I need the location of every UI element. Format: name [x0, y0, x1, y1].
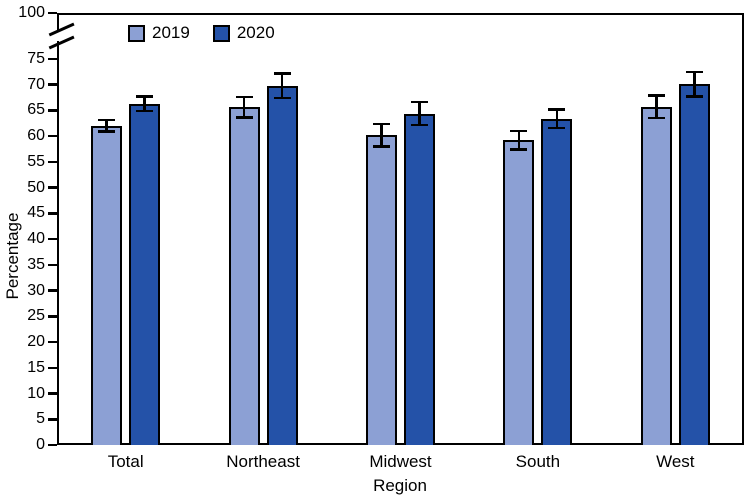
- bar-2019-total: [91, 125, 123, 445]
- error-bar-cap-top-2020-northeast: [273, 72, 291, 75]
- bar-2020-south: [541, 118, 573, 445]
- error-bar-cap-top-2020-south: [548, 108, 566, 111]
- y-axis-tick-65: [48, 109, 57, 112]
- legend-label-2020: 2020: [236, 23, 275, 42]
- error-bar-cap-bottom-2019-west: [647, 116, 665, 120]
- bar-2019-midwest: [366, 135, 397, 445]
- x-category-label-west: West: [656, 452, 695, 471]
- y-axis-tick-45: [48, 212, 57, 215]
- y-axis-tick-label-40: 40: [27, 230, 45, 248]
- x-category-label-south: South: [515, 452, 561, 471]
- error-bar-2019-midwest: [380, 123, 383, 147]
- error-bar-cap-bottom-2020-northeast: [273, 96, 291, 100]
- error-bar-2020-west: [693, 71, 696, 97]
- bar-2019-northeast: [228, 107, 260, 445]
- error-bar-2020-total: [143, 96, 146, 111]
- legend-item-2019: 2019: [128, 24, 190, 42]
- y-axis-tick-75: [48, 57, 57, 61]
- error-bar-cap-top-2019-west: [647, 94, 665, 97]
- y-axis-tick-label-0: 0: [36, 436, 45, 453]
- bar-2019-west: [640, 106, 672, 445]
- y-axis-tick-50: [48, 186, 57, 189]
- error-bar-cap-bottom-2019-south: [510, 148, 528, 151]
- y-axis-tick-label-70: 70: [27, 75, 45, 93]
- error-bar-cap-top-2019-total: [98, 118, 116, 122]
- error-bar-cap-bottom-2020-west: [685, 95, 703, 98]
- y-axis-tick-label-75: 75: [27, 50, 45, 67]
- error-bar-cap-bottom-2020-midwest: [411, 123, 428, 127]
- y-axis-tick-label-25: 25: [27, 307, 45, 325]
- error-bar-cap-top-2019-midwest: [373, 122, 390, 126]
- legend-swatch-2019: [128, 24, 145, 42]
- y-axis-tick-25: [48, 315, 57, 318]
- error-bar-2019-northeast: [242, 97, 246, 118]
- y-axis-tick-55: [48, 160, 57, 164]
- y-axis-tick-label-60: 60: [27, 127, 45, 145]
- y-axis-tick-label-45: 45: [27, 204, 45, 222]
- error-bar-cap-top-2020-total: [136, 95, 154, 98]
- error-bar-cap-top-2019-northeast: [235, 95, 253, 99]
- axis-break-gap: [53, 31, 63, 41]
- error-bar-cap-bottom-2020-south: [548, 126, 566, 130]
- y-axis-tick-label-35: 35: [27, 255, 45, 273]
- bar-2020-midwest: [404, 113, 435, 445]
- error-bar-cap-top-2020-midwest: [411, 100, 428, 104]
- error-bar-2020-midwest: [418, 102, 421, 125]
- y-axis-tick-0: [48, 443, 57, 447]
- error-bar-2019-west: [655, 95, 658, 119]
- bar-2019-south: [503, 140, 535, 445]
- error-bar-cap-top-2020-west: [685, 70, 703, 74]
- y-axis-tick-20: [48, 340, 57, 344]
- error-bar-cap-bottom-2019-total: [98, 130, 116, 133]
- legend: 2019 2020: [128, 24, 275, 42]
- error-bar-cap-top-2019-south: [510, 129, 528, 133]
- error-bar-cap-bottom-2019-northeast: [235, 116, 253, 119]
- y-axis-tick-label-50: 50: [27, 178, 45, 196]
- error-bar-cap-bottom-2019-midwest: [373, 145, 390, 148]
- error-bar-2020-northeast: [280, 73, 284, 99]
- y-axis-tick-label-65: 65: [27, 101, 45, 119]
- legend-item-2020: 2020: [212, 23, 275, 42]
- y-axis-tick-10: [48, 392, 57, 395]
- x-axis-title: Region: [373, 476, 427, 495]
- legend-swatch-2020: [212, 24, 230, 42]
- y-axis-tick-label-15: 15: [27, 358, 45, 376]
- error-bar-2019-south: [517, 131, 521, 150]
- y-axis-tick-60: [48, 134, 57, 138]
- y-axis-tick-label-30: 30: [27, 281, 45, 299]
- y-axis-tick-40: [48, 237, 57, 241]
- bar-2020-northeast: [266, 85, 298, 445]
- x-category-label-total: Total: [107, 452, 144, 471]
- bar-2020-west: [678, 84, 710, 445]
- y-axis-tick-70: [48, 83, 57, 86]
- error-bar-2020-south: [555, 109, 559, 128]
- y-axis-tick-35: [48, 263, 57, 267]
- x-category-label-northeast: Northeast: [226, 452, 300, 471]
- legend-label-2019: 2019: [152, 23, 190, 42]
- y-axis-tick-label-100: 100: [18, 4, 45, 21]
- x-category-label-midwest: Midwest: [369, 452, 432, 471]
- y-axis-tick-label-20: 20: [27, 333, 45, 351]
- y-axis-tick-label-55: 55: [27, 152, 45, 170]
- y-axis-tick-100: [48, 11, 57, 15]
- bar-2020-total: [129, 103, 161, 445]
- y-axis-tick-label-10: 10: [27, 384, 45, 402]
- error-bar-2019-total: [105, 120, 108, 132]
- y-axis-tick-5: [48, 418, 57, 421]
- error-bar-cap-bottom-2020-total: [136, 109, 154, 113]
- plot-frame: [57, 13, 744, 445]
- y-axis-tick-15: [48, 366, 57, 370]
- y-axis-tick-label-5: 5: [36, 410, 45, 428]
- y-axis-tick-30: [48, 289, 57, 292]
